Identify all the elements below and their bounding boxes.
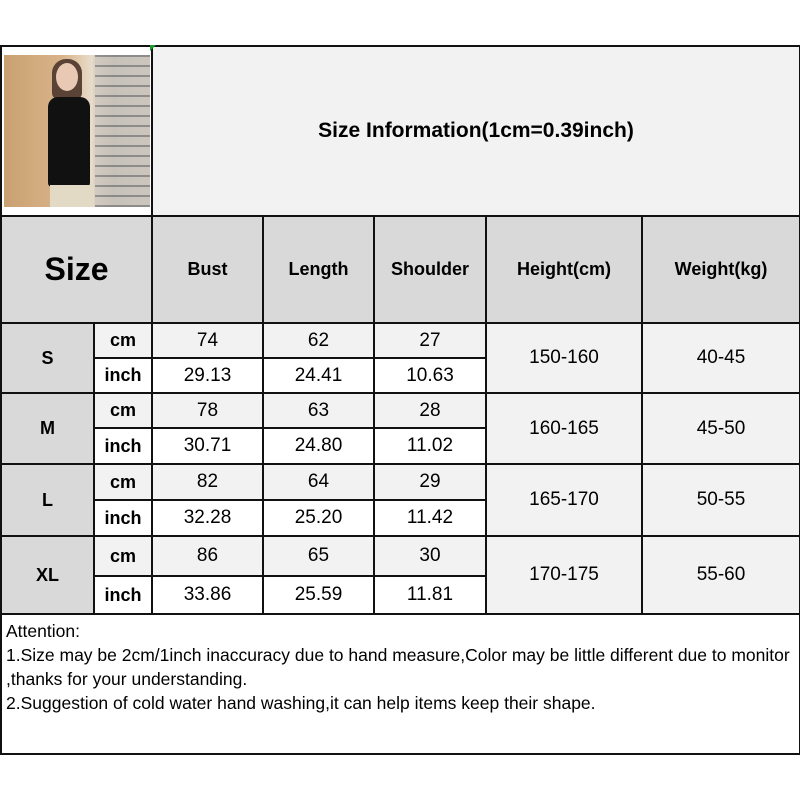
column-header-length: Length (262, 215, 375, 324)
size-row-cm: S cm 74 62 27 150-160 40-45 (0, 322, 800, 394)
cm-value: 62 (262, 322, 375, 359)
size-label: S (0, 322, 95, 394)
cm-value: 28 (373, 392, 487, 429)
height-range: 160-165 (485, 392, 643, 465)
product-photo-cell (0, 45, 153, 217)
weight-range: 45-50 (640, 392, 800, 465)
column-header-height: Height(cm) (485, 215, 643, 324)
height-range: 150-160 (485, 322, 643, 394)
inch-value: 29.13 (151, 357, 264, 394)
cm-value: 27 (373, 322, 487, 359)
cm-value: 78 (151, 392, 264, 429)
cm-value: 82 (151, 463, 264, 501)
cm-value: 29 (373, 463, 487, 501)
column-header-bust: Bust (151, 215, 264, 324)
inch-value: 10.63 (373, 357, 487, 394)
chart-title: Size Information(1cm=0.39inch) (150, 45, 800, 217)
inch-value: 33.86 (151, 575, 264, 615)
column-header-shoulder: Shoulder (373, 215, 487, 324)
cell-marker (150, 45, 156, 51)
attention-line-1: 1.Size may be 2cm/1inch inaccuracy due t… (6, 645, 790, 689)
inch-value: 24.41 (262, 357, 375, 394)
unit-label: inch (93, 499, 153, 537)
size-chart-table: Size Information(1cm=0.39inch) Size Bust… (0, 45, 800, 755)
size-row-cm: XL cm 86 65 30 170-175 55-60 (0, 535, 800, 615)
cm-value: 64 (262, 463, 375, 501)
unit-label: inch (93, 357, 153, 394)
size-label: M (0, 392, 95, 465)
inch-value: 25.20 (262, 499, 375, 537)
cm-value: 30 (373, 535, 487, 577)
height-range: 165-170 (485, 463, 643, 537)
inch-value: 11.42 (373, 499, 487, 537)
inch-value: 32.28 (151, 499, 264, 537)
weight-range: 55-60 (640, 535, 800, 615)
weight-range: 40-45 (640, 322, 800, 394)
cm-value: 74 (151, 322, 264, 359)
unit-label: cm (93, 322, 153, 359)
size-row-inch: inch 30.71 24.80 11.02 (1, 427, 800, 465)
size-row-inch: inch 29.13 24.41 10.63 (1, 357, 800, 394)
size-header: Size (0, 215, 153, 324)
attention-line-2: 2.Suggestion of cold water hand washing,… (6, 693, 596, 713)
attention-heading: Attention: (6, 621, 80, 641)
unit-label: inch (93, 427, 153, 465)
size-label: L (0, 463, 95, 537)
size-label: XL (0, 535, 95, 615)
cm-value: 63 (262, 392, 375, 429)
cm-value: 65 (262, 535, 375, 577)
weight-range: 50-55 (640, 463, 800, 537)
size-row-inch: inch 32.28 25.20 11.42 (1, 499, 800, 537)
size-row-cm: L cm 82 64 29 165-170 50-55 (0, 463, 800, 537)
inch-value: 25.59 (262, 575, 375, 615)
size-row-cm: M cm 78 63 28 160-165 45-50 (0, 392, 800, 465)
unit-label: cm (93, 463, 153, 501)
product-photo (3, 55, 150, 207)
size-row-inch: inch 33.86 25.59 11.81 (1, 575, 800, 615)
unit-label: cm (93, 392, 153, 429)
column-header-weight: Weight(kg) (640, 215, 800, 324)
inch-value: 11.81 (373, 575, 487, 615)
unit-label: cm (93, 535, 153, 577)
inch-value: 30.71 (151, 427, 264, 465)
unit-label: inch (93, 575, 153, 615)
cm-value: 86 (151, 535, 264, 577)
height-range: 170-175 (485, 535, 643, 615)
attention-notes: Attention: 1.Size may be 2cm/1inch inacc… (0, 613, 800, 755)
inch-value: 24.80 (262, 427, 375, 465)
inch-value: 11.02 (373, 427, 487, 465)
